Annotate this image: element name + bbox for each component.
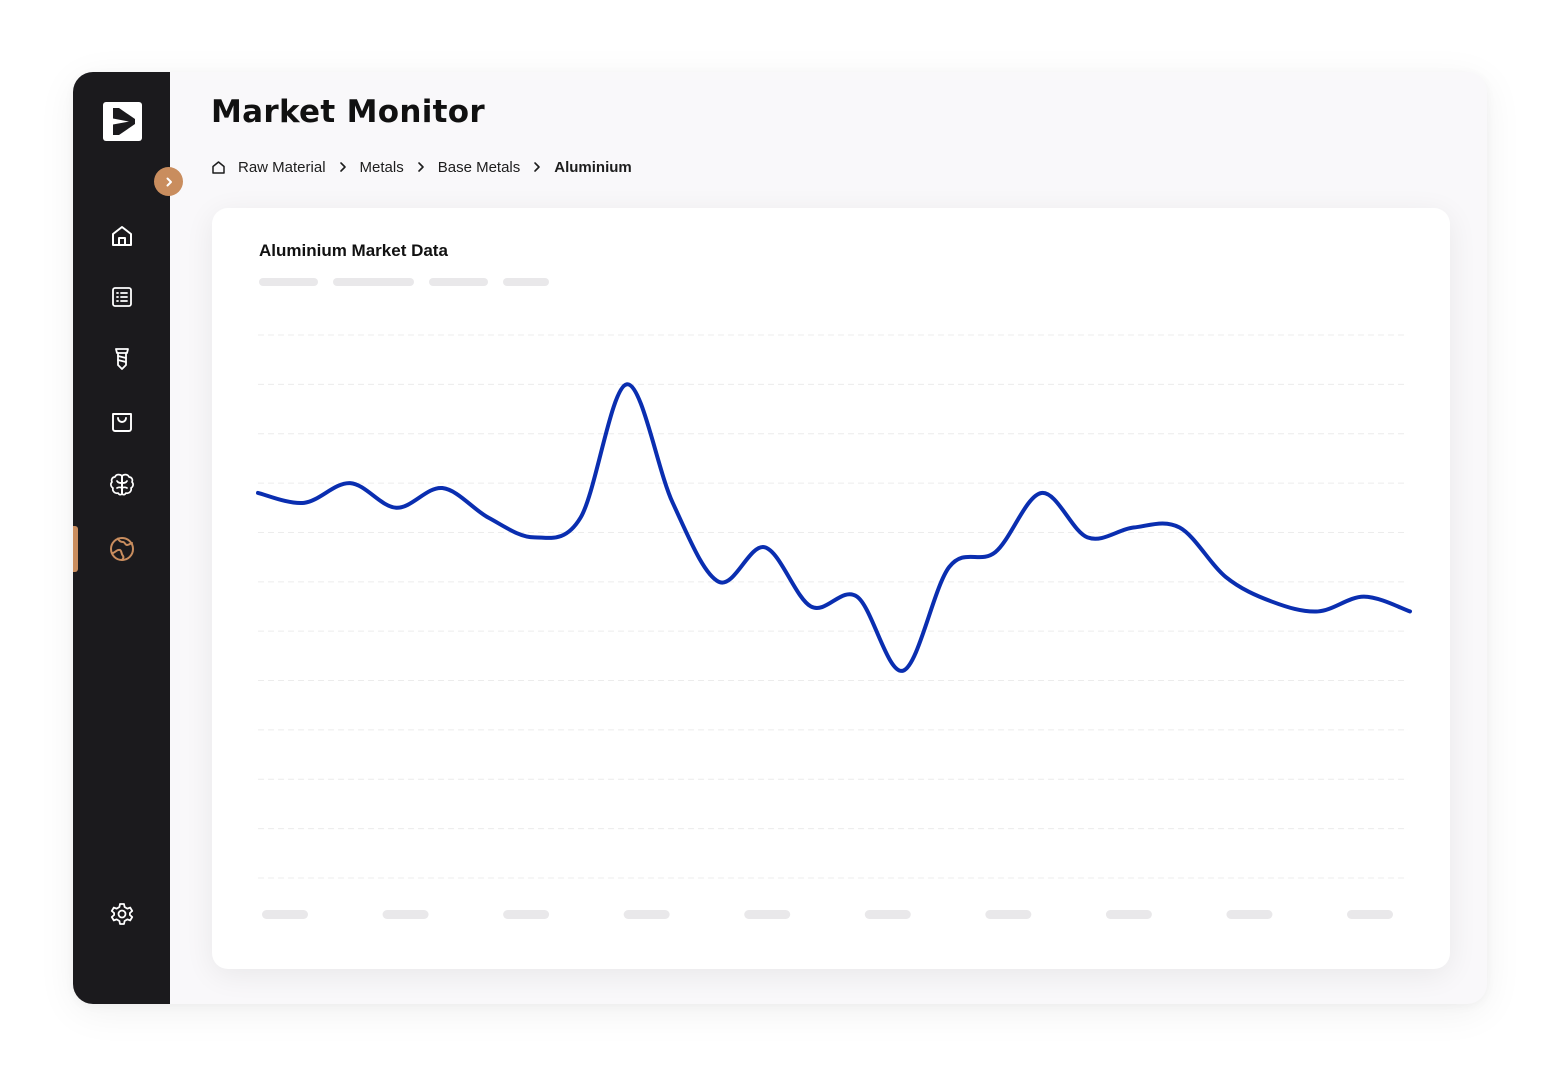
breadcrumb-item-base-metals[interactable]: Base Metals: [437, 158, 521, 176]
series-line: [256, 382, 1412, 673]
x-tick-label-placeholder: [985, 910, 1032, 919]
chart-title: Aluminium Market Data: [259, 241, 448, 260]
play-logo-icon: [113, 108, 135, 135]
x-tick-label-placeholder: [1347, 910, 1393, 919]
list-icon: [111, 287, 132, 307]
x-tick-label-placeholder: [864, 910, 911, 919]
sidebar: [73, 72, 170, 1004]
chevron-right-icon: [338, 161, 348, 173]
breadcrumb: Raw Material Metals Base Metals Aluminiu…: [211, 157, 644, 177]
breadcrumb-item-metals[interactable]: Metals: [359, 158, 404, 176]
x-tick-label-placeholder: [1105, 910, 1152, 919]
chevron-right-icon: [416, 161, 426, 173]
sidebar-item-list[interactable]: [73, 274, 170, 320]
x-tick-label-placeholder: [382, 910, 429, 919]
active-indicator: [73, 526, 78, 572]
sidebar-item-settings[interactable]: [73, 891, 170, 937]
app-logo[interactable]: [103, 102, 142, 141]
sidebar-item-brain[interactable]: [73, 462, 170, 508]
brain-icon: [109, 473, 134, 496]
sidebar-item-home[interactable]: [73, 213, 170, 259]
sidebar-item-shopping[interactable]: [73, 399, 170, 445]
screw-icon: [114, 348, 129, 370]
breadcrumb-item-raw-material[interactable]: Raw Material: [238, 158, 326, 176]
breadcrumb-item-current: Aluminium: [554, 158, 632, 176]
x-axis-ticks: [262, 910, 1393, 919]
gear-icon: [110, 903, 133, 925]
x-tick-label-placeholder: [623, 910, 670, 919]
home-outline-icon: [212, 160, 225, 174]
breadcrumb-home[interactable]: [211, 160, 226, 175]
legend-placeholder: [259, 278, 318, 286]
series: [256, 382, 1412, 673]
x-tick-label-placeholder: [503, 910, 550, 919]
legend-placeholder: [333, 278, 414, 286]
x-tick-label-placeholder: [262, 910, 308, 919]
globe-icon: [109, 537, 134, 561]
sidebar-item-screw[interactable]: [73, 336, 170, 382]
page-title: Market Monitor: [211, 94, 485, 130]
sidebar-item-globe[interactable]: [73, 526, 170, 572]
x-tick-label-placeholder: [1226, 910, 1273, 919]
shopping-bag-icon: [111, 413, 132, 432]
legend-placeholder: [503, 278, 549, 286]
chevron-right-icon: [532, 161, 542, 173]
legend-placeholder: [429, 278, 488, 286]
sidebar-collapse-toggle[interactable]: [154, 167, 183, 196]
chevron-right-icon: [166, 177, 172, 186]
x-tick-label-placeholder: [744, 910, 791, 919]
grid: [258, 334, 1408, 879]
home-icon: [111, 226, 132, 246]
